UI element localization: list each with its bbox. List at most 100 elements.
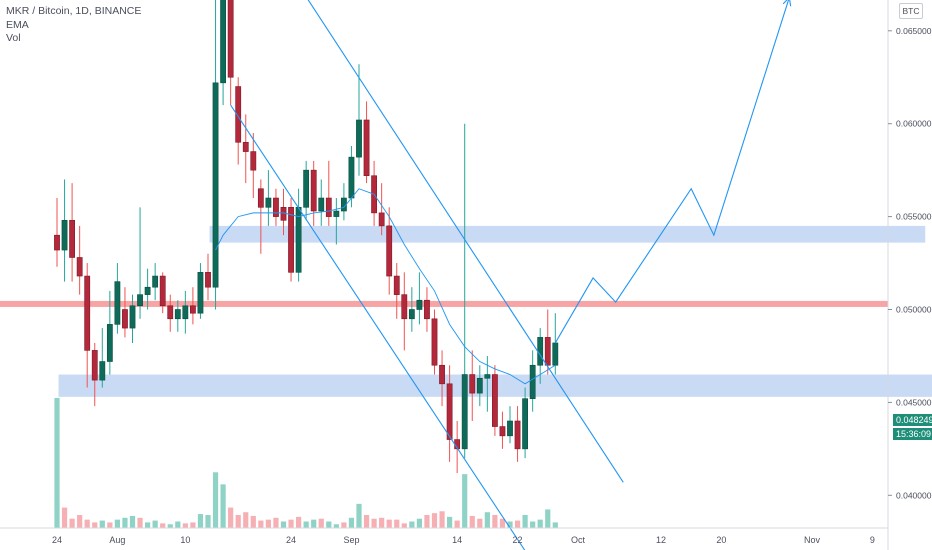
volume-bar [243,512,249,528]
candle-body [159,275,166,307]
ema-path [215,188,556,385]
candle-body [446,383,453,440]
volume-bar [492,515,498,528]
volume-indicator-label[interactable]: Vol [6,32,21,44]
symbol-title[interactable]: MKR / Bitcoin, 1D, BINANCE [6,5,142,17]
volume-bar [499,518,506,528]
volume-bar [122,517,128,528]
y-tick-label: 0.065000 [896,26,932,36]
volume-bar [99,520,105,528]
volume-bar [107,522,113,528]
volume-bar [341,522,347,528]
x-tick-label: 24 [286,535,296,545]
candle-body [431,318,438,366]
volume-bar [228,507,234,528]
volume-bar [77,515,83,528]
candle-body [129,305,136,329]
volume-bar [356,503,362,528]
candle-body [552,342,559,366]
candle-body [288,207,294,273]
volume-bar [545,509,551,528]
candle-body [469,374,476,394]
volume-bar [424,515,430,528]
volume-bar [160,523,166,528]
volume-bar [530,521,536,528]
candle-body [484,374,491,379]
projection-path[interactable] [554,0,790,344]
volume-bar [363,515,370,528]
volume-bar [537,519,543,528]
candle-body [242,141,249,152]
x-tick-label: 12 [656,535,666,545]
x-tick-label: Sep [343,535,359,545]
x-tick-label: Nov [804,535,821,545]
currency-button[interactable]: BTC [899,3,923,19]
volume-bar [454,520,460,528]
chart-legend: MKR / Bitcoin, 1D, BINANCE EMA Vol [6,5,141,46]
candle-body [212,82,219,288]
volume-bar [190,522,196,528]
volume-bar [182,523,188,528]
volume-bar [152,520,158,528]
support-zone[interactable] [209,225,926,243]
resistance-line[interactable] [0,300,888,307]
candle-body [295,207,302,273]
volume-bar [311,519,317,528]
volume-bar [507,521,513,528]
volume-bar [552,522,558,528]
volume-bar [197,514,204,528]
candle-body [461,374,468,450]
candle-body [227,0,234,78]
volume-bar [129,515,136,528]
candle-body [106,324,113,362]
volume-bar [258,520,264,528]
volume-bar [69,518,75,528]
countdown-label: 15:36:09 [893,428,932,440]
volume-bar [462,474,468,528]
volume-bar [318,518,324,528]
candle-body [333,210,340,217]
channel-upper-line[interactable] [216,0,624,483]
x-tick-label: 10 [180,535,190,545]
channel-lower-line[interactable] [230,104,533,550]
candle-body [152,275,159,288]
y-tick-label: 0.045000 [896,397,932,407]
trend-drawings[interactable] [216,0,792,550]
volume-bar [175,521,181,528]
volume-bar [205,515,211,528]
candle-body [424,299,430,320]
volume-bar [348,517,355,528]
volume-bar [296,516,302,528]
volume-bar [447,516,453,528]
volume-bar [379,517,385,528]
candle-body [310,169,317,212]
candle-body [476,377,483,394]
y-tick-label: 0.060000 [896,119,932,129]
candle-body [235,86,242,143]
volume-bar [439,511,445,528]
candlesticks [54,0,559,474]
candle-body [114,281,121,325]
volume-bar [416,518,422,528]
volume-bar [394,519,400,528]
candle-body [182,305,189,320]
candle-body [122,309,128,329]
ema-indicator-label[interactable]: EMA [6,18,29,31]
volume-bar [265,519,271,528]
volume-bar [333,524,339,528]
candle-body [416,299,423,310]
candle-body [190,305,196,314]
x-tick-label: 9 [870,535,875,545]
candle-body [507,420,513,437]
volume-bar [409,521,415,528]
candle-body [522,398,528,450]
candle-body [544,337,551,366]
candle-body [439,364,445,385]
volume-bar [273,517,279,528]
candle-body [408,309,415,320]
volume-bar [514,520,521,528]
candle-body [303,169,310,208]
ema-line [215,188,556,385]
candle-body [76,257,83,277]
